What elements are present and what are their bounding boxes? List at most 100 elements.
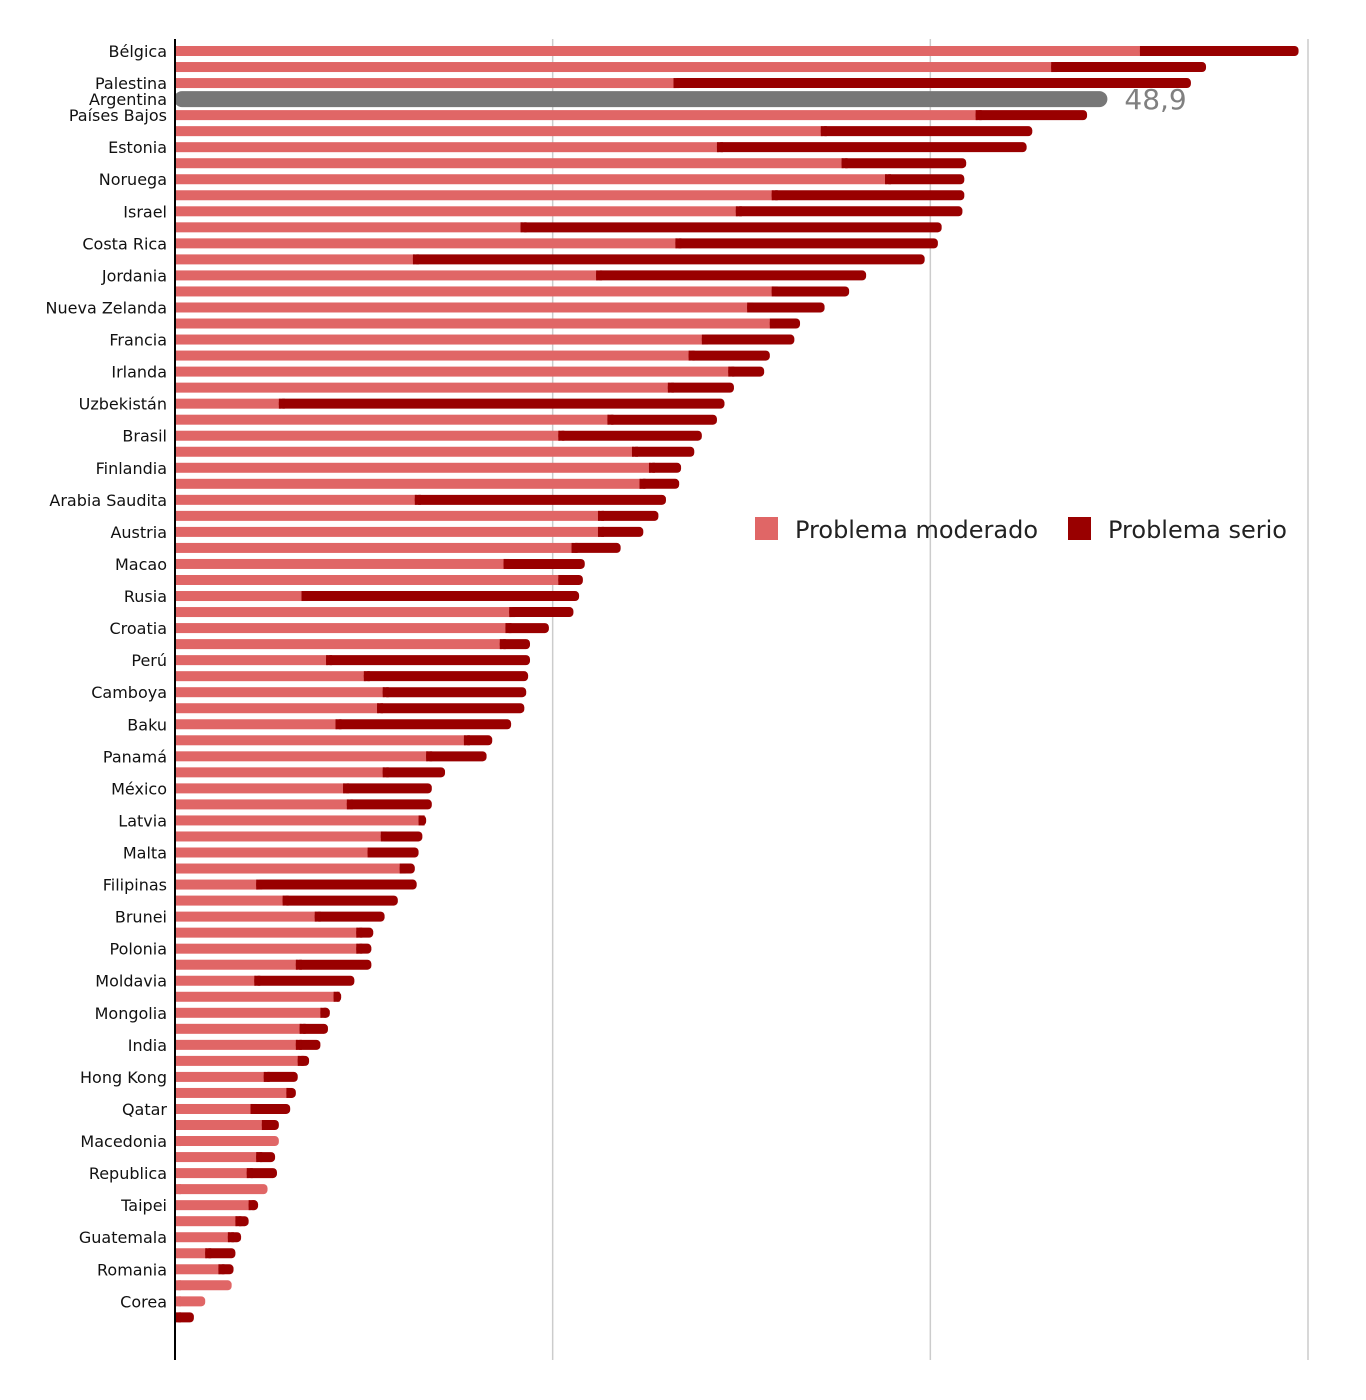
bar-moderado-16 bbox=[175, 302, 750, 313]
bar-moderado-50 bbox=[175, 847, 370, 858]
bar-serio-cap-72 bbox=[248, 1200, 255, 1211]
bar-serio-cap-64 bbox=[263, 1071, 270, 1082]
bar-serio-cap-52 bbox=[256, 879, 263, 890]
bar-serio-cap-74 bbox=[227, 1232, 234, 1243]
category-label: Costa Rica bbox=[82, 234, 167, 253]
bar-serio-cap-48 bbox=[418, 815, 425, 826]
bar-serio-cap-66 bbox=[250, 1103, 257, 1114]
bar-moderado-0 bbox=[175, 46, 1142, 56]
bar-serio-cap-56 bbox=[356, 943, 363, 954]
bar-serio-cap-57 bbox=[295, 959, 302, 970]
bar-moderado-cap-77 bbox=[175, 1280, 181, 1291]
bar-serio-cap-69 bbox=[256, 1152, 263, 1163]
bar-serio-cap-14 bbox=[596, 270, 603, 281]
bar-moderado-38 bbox=[175, 655, 329, 666]
bar-moderado-18 bbox=[175, 334, 704, 345]
bar-moderado-32 bbox=[175, 558, 506, 569]
bar-serio-cap-54 bbox=[314, 911, 321, 922]
category-label: Panamá bbox=[103, 747, 167, 766]
bar-moderado-46 bbox=[175, 783, 346, 794]
bar-moderado-14 bbox=[175, 270, 599, 281]
bar-serio-cap-79 bbox=[175, 1312, 181, 1323]
bar-serio-cap-39 bbox=[363, 671, 370, 682]
bar-serio-cap-42 bbox=[335, 719, 342, 730]
bar-serio-22 bbox=[278, 398, 725, 409]
bar-serio-10 bbox=[735, 206, 963, 217]
bar-moderado-30 bbox=[175, 526, 600, 537]
bar-serio-cap-59 bbox=[333, 991, 340, 1002]
bar-serio-cap-53 bbox=[282, 895, 289, 906]
category-label: Qatar bbox=[122, 1100, 167, 1119]
bar-moderado-19 bbox=[175, 350, 691, 361]
bar-serio-35 bbox=[509, 607, 574, 618]
bar-serio-15 bbox=[771, 286, 850, 297]
bar-serio-cap-27 bbox=[639, 478, 646, 489]
bar-serio-cap-23 bbox=[607, 414, 614, 425]
bar-moderado-41 bbox=[175, 703, 380, 714]
bar-serio-53 bbox=[282, 895, 398, 906]
bar-serio-61 bbox=[299, 1023, 328, 1034]
bar-serio-66 bbox=[250, 1103, 291, 1114]
bar-serio-64 bbox=[263, 1071, 298, 1082]
category-label: Camboya bbox=[91, 683, 167, 702]
bar-serio-36 bbox=[505, 623, 549, 634]
bar-moderado-53 bbox=[175, 895, 285, 906]
bar-serio-38 bbox=[326, 655, 531, 666]
category-label: Palestina bbox=[95, 74, 167, 93]
bar-moderado-4 bbox=[175, 110, 978, 121]
bar-moderado-36 bbox=[175, 623, 508, 634]
bar-moderado-62 bbox=[175, 1039, 298, 1050]
bar-serio-29 bbox=[597, 510, 659, 521]
category-label: Brunei bbox=[115, 908, 167, 927]
bar-serio-cap-36 bbox=[505, 623, 512, 634]
bar-moderado-48 bbox=[175, 815, 421, 826]
bar-serio-12 bbox=[675, 238, 938, 249]
bar-moderado-5 bbox=[175, 126, 823, 137]
bar-moderado-11 bbox=[175, 222, 523, 233]
category-label: Israel bbox=[123, 202, 167, 221]
bar-moderado-2 bbox=[175, 78, 676, 89]
bar-serio-cap-46 bbox=[343, 783, 350, 794]
bar-moderado-61 bbox=[175, 1023, 302, 1034]
bar-moderado-26 bbox=[175, 462, 651, 473]
bar-serio-cap-30 bbox=[597, 526, 604, 537]
bar-serio-21 bbox=[667, 382, 734, 393]
bar-serio-40 bbox=[382, 687, 527, 698]
bar-serio-49 bbox=[380, 831, 423, 842]
bar-moderado-71 bbox=[175, 1184, 268, 1195]
bar-serio-16 bbox=[747, 302, 825, 313]
category-label: Brasil bbox=[122, 427, 167, 446]
bar-serio-cap-22 bbox=[278, 398, 285, 409]
bar-serio-45 bbox=[382, 767, 446, 778]
category-label: Baku bbox=[127, 715, 167, 734]
category-label: Romania bbox=[97, 1260, 167, 1279]
bar-serio-cap-37 bbox=[499, 639, 506, 650]
bar-serio-14 bbox=[596, 270, 867, 281]
category-label: Uzbekistán bbox=[79, 395, 167, 414]
bar-serio-50 bbox=[367, 847, 419, 858]
bar-serio-cap-15 bbox=[771, 286, 778, 297]
bar-moderado-29 bbox=[175, 510, 600, 521]
bar-serio-cap-35 bbox=[509, 607, 516, 618]
bar-serio-cap-8 bbox=[885, 174, 892, 185]
bar-serio-23 bbox=[607, 414, 717, 425]
bar-moderado-8 bbox=[175, 174, 888, 185]
bar-serio-cap-73 bbox=[235, 1216, 242, 1227]
category-label: Arabia Saudita bbox=[49, 491, 167, 510]
bar-serio-cap-6 bbox=[716, 142, 723, 153]
bar-serio-cap-58 bbox=[254, 975, 261, 986]
bar-serio-20 bbox=[728, 366, 765, 377]
category-label: Filipinas bbox=[103, 876, 167, 895]
bar-moderado-10 bbox=[175, 206, 738, 217]
legend-swatch-moderado bbox=[755, 517, 778, 540]
category-label: Francia bbox=[109, 331, 167, 350]
bar-serio-cap-67 bbox=[261, 1120, 268, 1131]
bar-serio-cap-25 bbox=[631, 446, 638, 457]
bar-moderado-12 bbox=[175, 238, 678, 249]
bar-serio-cap-21 bbox=[667, 382, 674, 393]
category-label: Jordania bbox=[101, 266, 167, 285]
bar-serio-17 bbox=[769, 318, 801, 329]
bar-moderado-cap-78 bbox=[175, 1296, 181, 1307]
bar-serio-27 bbox=[639, 478, 680, 489]
